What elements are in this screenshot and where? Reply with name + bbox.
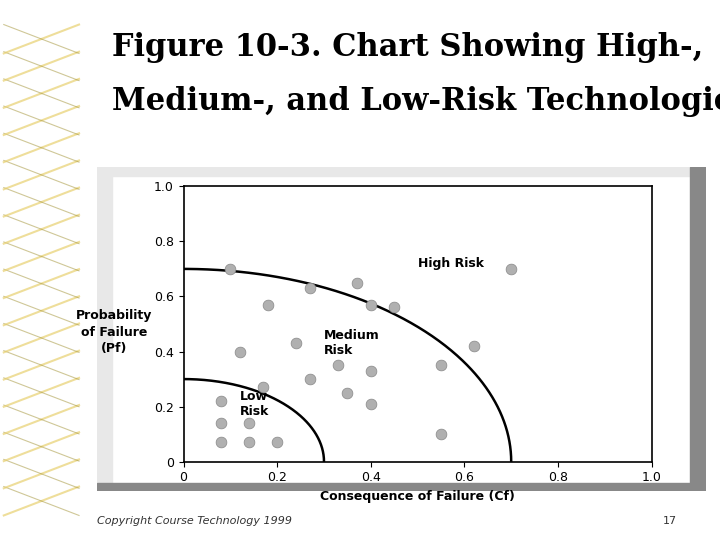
Point [305, 375, 316, 383]
Point [290, 339, 302, 348]
Text: Low
Risk: Low Risk [240, 390, 269, 418]
Text: (Pf): (Pf) [101, 342, 127, 355]
Point [234, 347, 246, 356]
Text: High Risk: High Risk [418, 257, 484, 270]
Text: Figure 10-3. Chart Showing High-,: Figure 10-3. Chart Showing High-, [112, 32, 703, 63]
Bar [97, 167, 112, 491]
Point [258, 383, 269, 391]
Point [271, 438, 283, 447]
Point [365, 367, 377, 375]
Point [215, 438, 227, 447]
Text: of Failure: of Failure [81, 326, 147, 339]
Text: Probability: Probability [76, 309, 152, 322]
Point [365, 300, 377, 309]
Text: 17: 17 [662, 516, 677, 526]
Point [351, 279, 362, 287]
Bar [97, 483, 706, 491]
Point [243, 438, 255, 447]
Point [215, 419, 227, 428]
Point [435, 430, 446, 438]
Text: Medium-, and Low-Risk Technologies: Medium-, and Low-Risk Technologies [112, 86, 720, 117]
Point [332, 361, 344, 369]
Point [243, 419, 255, 428]
Text: Medium
Risk: Medium Risk [324, 329, 379, 357]
X-axis label: Consequence of Failure (Cf): Consequence of Failure (Cf) [320, 490, 515, 503]
Point [389, 303, 400, 312]
Bar [97, 167, 706, 176]
Point [305, 284, 316, 293]
Text: Copyright Course Technology 1999: Copyright Course Technology 1999 [97, 516, 292, 526]
Point [505, 265, 517, 273]
Point [262, 300, 274, 309]
Point [341, 389, 353, 397]
Point [225, 265, 236, 273]
Point [215, 397, 227, 406]
Point [435, 361, 446, 369]
Bar [690, 167, 706, 491]
Point [365, 400, 377, 408]
Point [468, 342, 480, 350]
